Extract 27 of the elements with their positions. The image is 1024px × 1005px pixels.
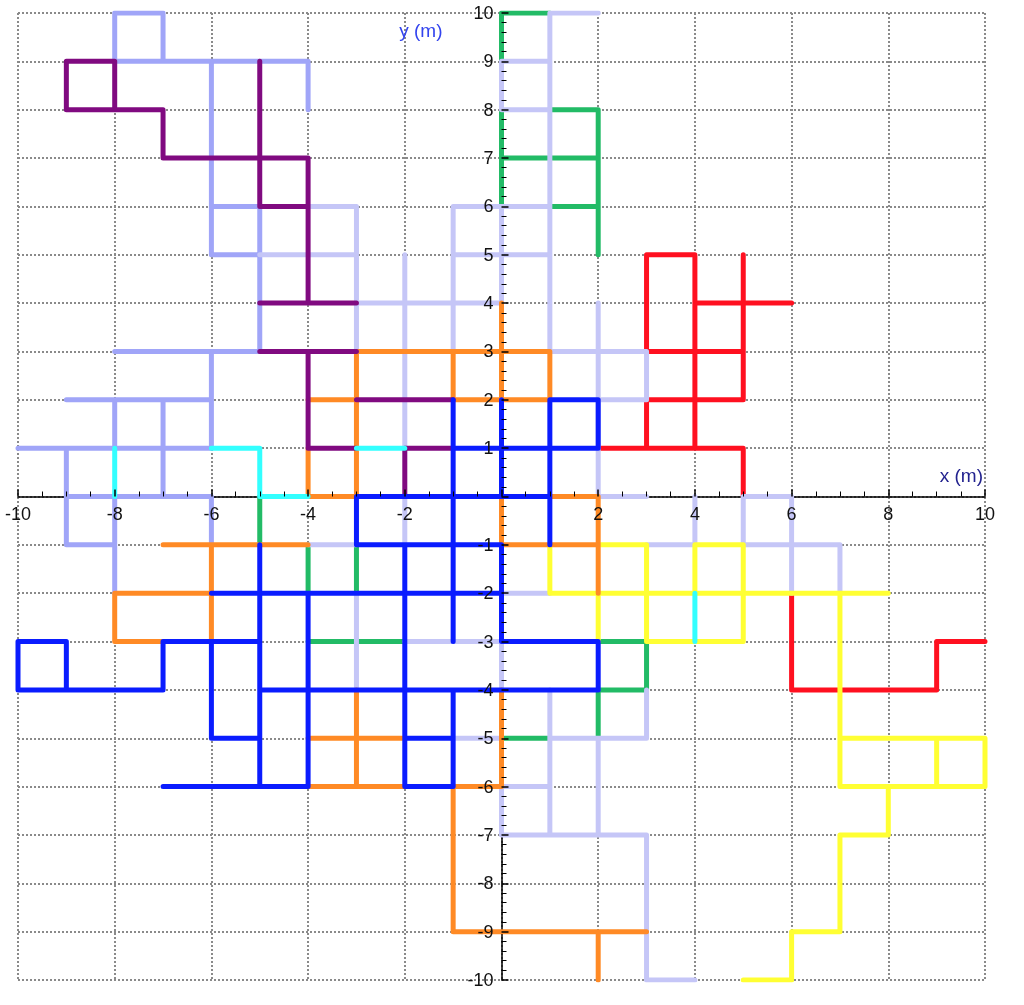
x-tick-label: -10 xyxy=(4,503,32,524)
x-tick-label: -6 xyxy=(203,503,220,524)
x-tick-label: 4 xyxy=(689,503,700,524)
y-tick-label: -3 xyxy=(477,631,494,652)
x-tick-label: -2 xyxy=(396,503,413,524)
y-tick-label: 7 xyxy=(483,148,494,169)
x-tick-label: 6 xyxy=(786,503,797,524)
x-tick-label: 8 xyxy=(883,503,894,524)
x-tick-label: 10 xyxy=(974,503,996,524)
x-tick-label: -8 xyxy=(106,503,123,524)
y-tick-label: -5 xyxy=(477,728,494,749)
y-tick-label: 1 xyxy=(483,438,494,459)
x-tick-label: -4 xyxy=(300,503,317,524)
y-tick-label: -4 xyxy=(477,679,494,700)
y-tick-label: 9 xyxy=(483,51,494,72)
y-tick-label: 3 xyxy=(483,341,494,362)
y-tick-label: -8 xyxy=(477,873,494,894)
y-tick-label: 10 xyxy=(473,3,494,23)
y-tick-label: 8 xyxy=(483,99,494,120)
y-tick-label: -10 xyxy=(467,970,494,990)
y-tick-label: 4 xyxy=(483,293,494,314)
y-tick-label: -7 xyxy=(477,824,494,845)
x-axis-title: x (m) xyxy=(939,464,983,486)
y-tick-label: 6 xyxy=(483,196,494,217)
y-axis-title: y (m) xyxy=(399,19,443,41)
y-tick-label: 5 xyxy=(483,244,494,265)
y-tick-label: -2 xyxy=(477,583,494,604)
